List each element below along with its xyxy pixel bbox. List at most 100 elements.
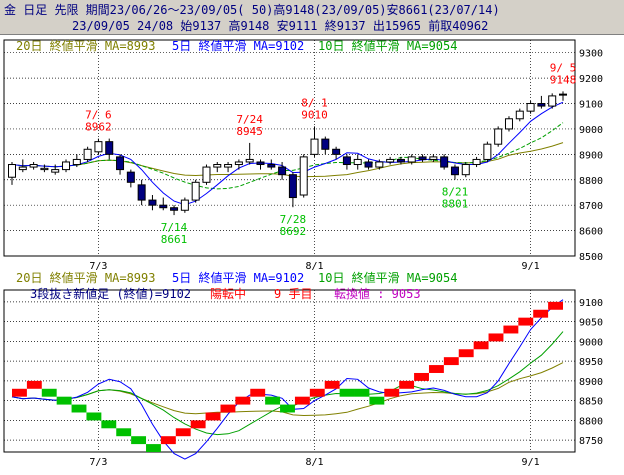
candle-body xyxy=(51,169,60,173)
candle-body xyxy=(148,199,157,206)
candle-body xyxy=(116,156,125,171)
candle-body xyxy=(213,164,222,168)
renko-brick xyxy=(12,388,27,397)
candle-body xyxy=(386,158,395,163)
renko-brick xyxy=(235,396,251,405)
y-tick-label: 9100 xyxy=(579,100,603,111)
candle-body xyxy=(299,156,308,196)
renko-brick xyxy=(56,396,72,405)
candle-body xyxy=(375,161,384,168)
renko-brick xyxy=(533,309,549,318)
y-tick-label: 8900 xyxy=(579,150,603,161)
renko-brick xyxy=(26,380,42,389)
candle-body xyxy=(40,167,49,171)
candle-body xyxy=(159,204,168,209)
candle-body xyxy=(180,199,189,211)
low-annotation-value: 8801 xyxy=(442,198,469,211)
candle-body xyxy=(483,143,492,160)
y-tick-label: 8500 xyxy=(579,252,603,263)
y-tick-label: 8950 xyxy=(579,357,603,368)
candle-body xyxy=(278,166,287,176)
candle-body xyxy=(559,93,567,96)
candle-body xyxy=(548,95,557,107)
renko-brick xyxy=(414,372,429,381)
y-tick-label: 8800 xyxy=(579,416,603,427)
turn-status: 陽転中 xyxy=(210,286,246,301)
candle-body xyxy=(18,166,27,171)
x-tick-label: 9/1 xyxy=(522,261,540,272)
renko-brick xyxy=(518,317,534,326)
candle-body xyxy=(245,158,254,163)
renko-brick xyxy=(428,365,444,373)
renko-brick xyxy=(369,396,385,405)
x-tick-label: 8/1 xyxy=(305,261,323,272)
renko-brick xyxy=(488,333,504,342)
candle-body xyxy=(472,158,481,166)
candle-body xyxy=(440,156,449,168)
high-annotation-date: 8/ 1 xyxy=(301,96,328,109)
renko-brick xyxy=(309,388,325,397)
renko-brick xyxy=(354,388,370,397)
candle-body xyxy=(418,156,427,160)
high-annotation-value: 8945 xyxy=(236,125,263,138)
low-annotation-date: 8/21 xyxy=(442,186,469,199)
candle-body xyxy=(396,158,405,163)
renko-brick xyxy=(86,412,102,421)
renko-brick xyxy=(146,444,161,452)
y-tick-label: 8750 xyxy=(579,436,603,447)
candle-body xyxy=(72,158,81,166)
renko-frame xyxy=(3,289,576,453)
low-annotation-date: 7/14 xyxy=(161,221,188,234)
renko-brick xyxy=(280,404,295,413)
candle-body xyxy=(267,164,276,168)
high-annotation-date: 9/ 5 xyxy=(550,61,577,74)
x-tick-label: 7/3 xyxy=(89,261,107,272)
legend-ma20: 20日 終値平滑 MA=8993 xyxy=(16,270,155,285)
x-tick-label: 8/1 xyxy=(305,457,323,468)
reversal-value: 転換値 : 9053 xyxy=(334,286,421,301)
y-tick-label: 8600 xyxy=(579,227,603,238)
high-annotation-value: 8962 xyxy=(85,121,112,134)
candle-body xyxy=(105,141,114,155)
candle-body xyxy=(170,207,179,211)
candle-body xyxy=(494,128,503,145)
candle-body xyxy=(461,164,470,176)
candle-body xyxy=(364,161,373,168)
y-tick-label: 8700 xyxy=(579,201,603,212)
renko-brick xyxy=(116,428,132,437)
candle-body xyxy=(515,110,524,120)
legend-ma5: 5日 終値平滑 MA=9102 xyxy=(172,38,304,53)
candle-body xyxy=(256,161,265,166)
low-annotation-value: 8661 xyxy=(161,233,188,246)
candle-body xyxy=(321,138,330,150)
chart-header: 金 日足 先限 期間23/06/26～23/09/05( 50)高9148(23… xyxy=(0,0,624,35)
renko-brick xyxy=(384,388,400,397)
renko-brick xyxy=(160,436,176,445)
candle-body xyxy=(224,164,233,168)
renko-brick xyxy=(503,325,519,334)
candle-body xyxy=(83,148,92,160)
candle-body xyxy=(353,158,362,166)
y-tick-label: 9000 xyxy=(579,337,603,348)
legend-ma10: 10日 終値平滑 MA=9054 xyxy=(318,38,457,53)
renko-brick xyxy=(190,420,206,429)
candle-body xyxy=(310,138,319,155)
candle-body xyxy=(202,166,211,183)
candle-body xyxy=(288,174,297,199)
y-tick-label: 8900 xyxy=(579,377,603,388)
low-annotation-date: 7/28 xyxy=(280,213,307,226)
legend-ma20: 20日 終値平滑 MA=8993 xyxy=(16,38,155,53)
low-annotation-value: 8692 xyxy=(280,225,307,238)
candle-body xyxy=(342,156,351,166)
x-tick-label: 9/1 xyxy=(522,457,540,468)
y-tick-label: 9100 xyxy=(579,298,603,309)
candle-body xyxy=(332,148,341,155)
y-tick-label: 9300 xyxy=(579,49,603,60)
ma5-line xyxy=(11,299,564,460)
renko-brick xyxy=(548,301,563,310)
renko-brick xyxy=(205,412,221,421)
renko-brick xyxy=(101,420,117,429)
renko-brick xyxy=(175,428,191,437)
candlestick-panel: 8500 8600 8700 8800 8900 9000 9100 9200 9300 7/3 8… xyxy=(3,38,603,272)
